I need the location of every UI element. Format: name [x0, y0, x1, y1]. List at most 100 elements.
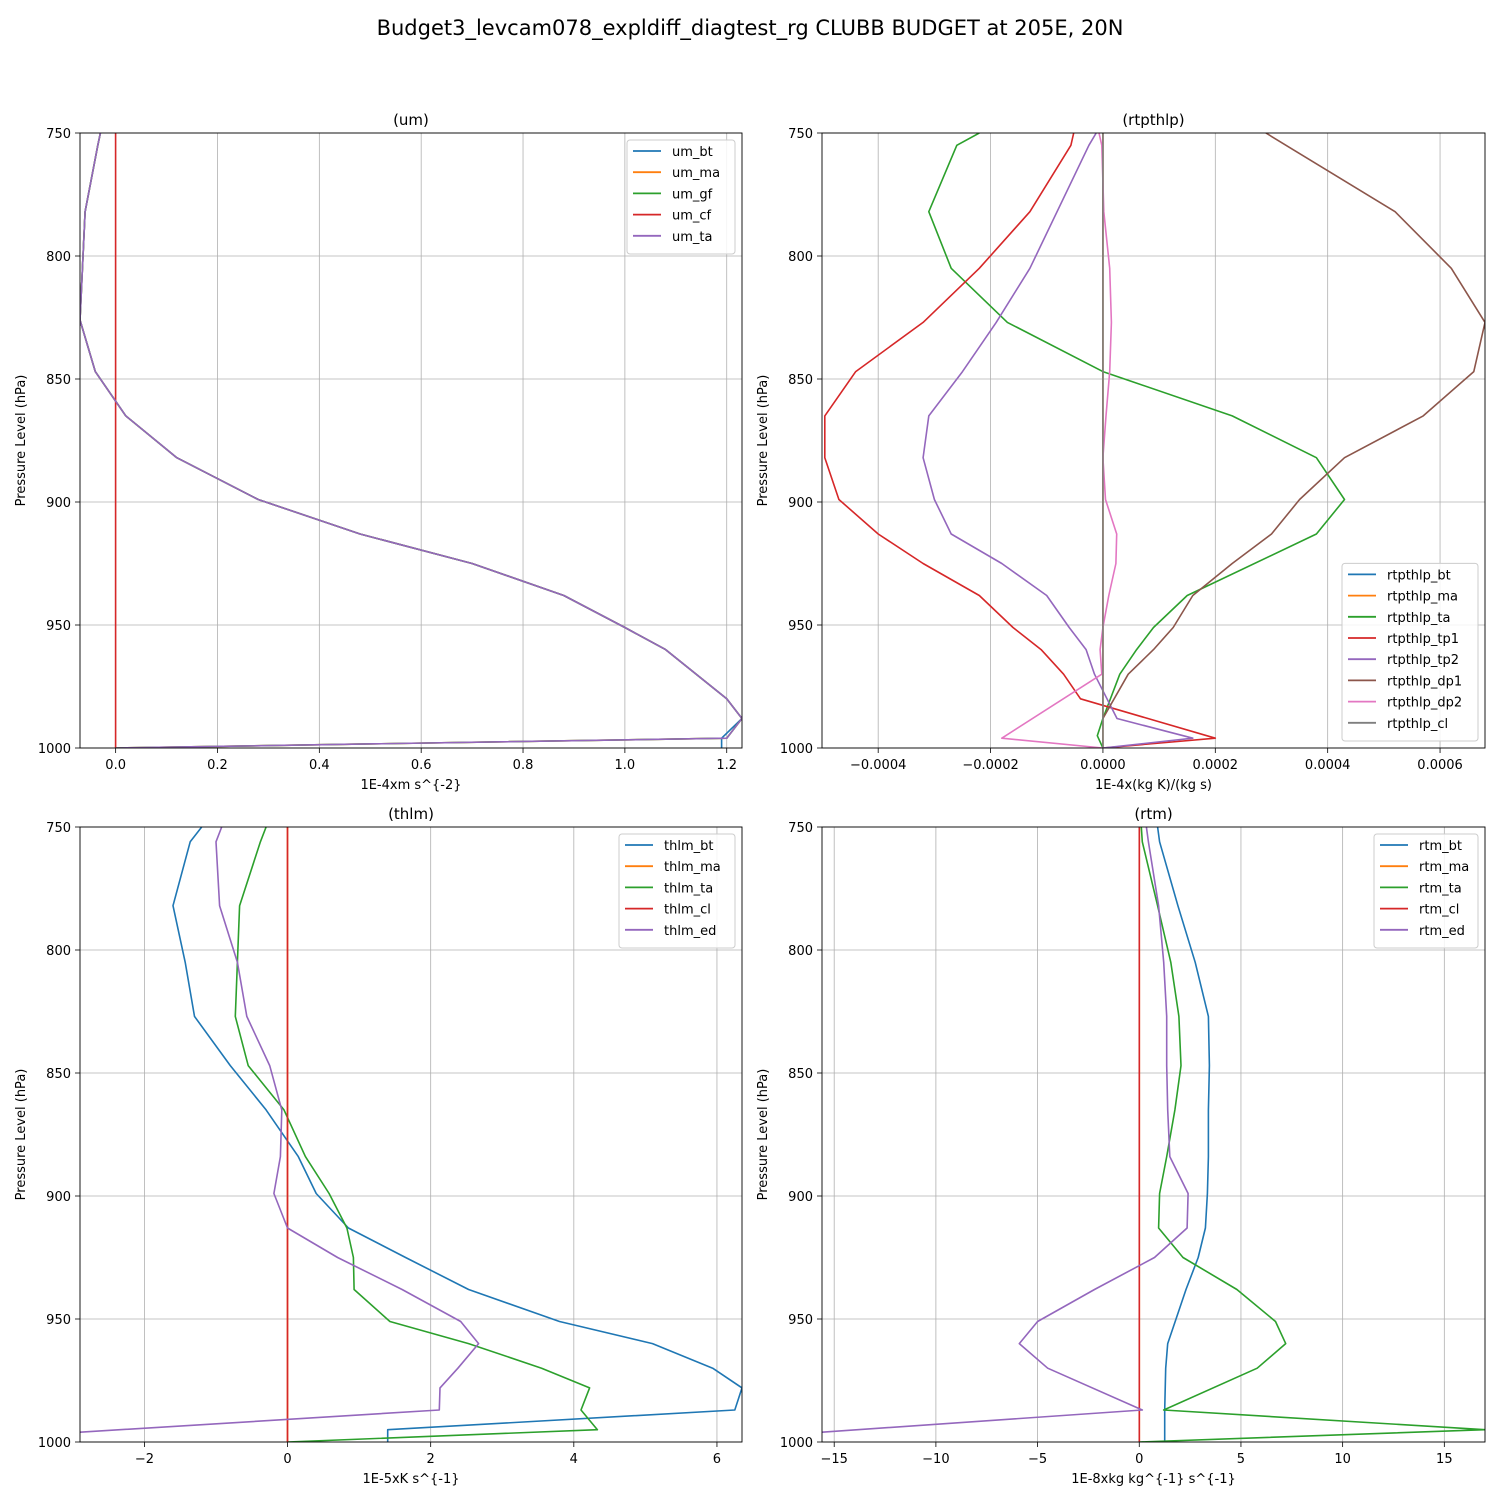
- legend-entry: thlm_ta: [664, 881, 713, 896]
- y-tick-label: 850: [788, 1067, 813, 1082]
- x-tick-label: 1.2: [716, 758, 737, 773]
- series-line-rtpthlp_dp2: [1000, 133, 1118, 748]
- y-tick-label: 950: [788, 1313, 813, 1328]
- y-tick-label: 1000: [780, 1436, 813, 1451]
- x-tick-label: 5: [1237, 1452, 1245, 1467]
- legend-box: [626, 139, 736, 255]
- legend: thlm_bt thlm_ma thlm_ta thlm_cl thlm_ed: [618, 833, 736, 949]
- x-tick-label: 0.8: [513, 758, 534, 773]
- axes-frame: [821, 826, 1486, 1443]
- x-tick-label: 0: [1135, 1452, 1143, 1467]
- series-line-rtm_ta: [1139, 827, 1485, 1442]
- series-group: [822, 827, 1485, 1442]
- x-tick-label: 4: [570, 1452, 578, 1467]
- y-tick-label: 750: [46, 821, 71, 836]
- series-group: [80, 827, 742, 1442]
- series-line-rtpthlp_dp1: [1102, 133, 1485, 719]
- series-line-thlm_bt: [172, 827, 742, 1442]
- subplot-0: 0.0 0.2 0.4 0.6 0.8 1.0 1.2 750 800 850 900 950 1000…: [14, 111, 743, 793]
- x-tick-label: −5: [1028, 1452, 1047, 1467]
- subplot-title: (um): [393, 111, 429, 129]
- y-tick-label: 800: [788, 250, 813, 265]
- series-group: [80, 133, 742, 748]
- x-tick-label: −10: [922, 1452, 949, 1467]
- y-tick-label: 800: [788, 944, 813, 959]
- figure-title: Budget3_levcam078_expldiff_diagtest_rg C…: [376, 16, 1124, 40]
- axes-frame: [79, 132, 743, 749]
- x-tick-label: 0.0006: [1417, 758, 1463, 773]
- x-tick-label: −2: [135, 1452, 154, 1467]
- subplot-title: (rtpthlp): [1122, 111, 1184, 129]
- y-tick-label: 950: [788, 619, 813, 634]
- y-axis-label: Pressure Level (hPa): [756, 1069, 771, 1201]
- x-axis-label: 1E-5xK s^{-1}: [363, 1472, 460, 1487]
- legend-entry: um_ma: [672, 166, 720, 181]
- legend-entry: rtm_ed: [1419, 924, 1465, 939]
- legend: um_bt um_ma um_gf um_cf um_ta: [626, 139, 736, 255]
- x-tick-label: 0.0: [105, 758, 126, 773]
- legend-entry: rtpthlp_ta: [1387, 611, 1450, 626]
- series-line-rtpthlp_tp1: [823, 133, 1217, 748]
- y-axis-label: Pressure Level (hPa): [14, 375, 29, 507]
- y-tick-label: 750: [46, 127, 71, 142]
- y-axis-label: Pressure Level (hPa): [14, 1069, 29, 1201]
- y-tick-label: 1000: [38, 1436, 71, 1451]
- y-tick-label: 750: [788, 821, 813, 836]
- legend-box: [1373, 833, 1479, 949]
- x-tick-label: 0.4: [309, 758, 330, 773]
- legend-entry: um_ta: [672, 230, 712, 245]
- x-tick-label: 0: [283, 1452, 291, 1467]
- series-line-thlm_ta: [234, 827, 599, 1442]
- legend-entry: thlm_bt: [664, 839, 713, 854]
- series-line-rtpthlp_ta: [927, 133, 1346, 748]
- y-tick-label: 950: [46, 1313, 71, 1328]
- legend-entry: rtpthlp_cl: [1387, 717, 1448, 732]
- x-tick-label: 0.6: [411, 758, 432, 773]
- series-group: [823, 133, 1485, 748]
- x-tick-label: 1.0: [615, 758, 636, 773]
- y-tick-label: 750: [788, 127, 813, 142]
- x-tick-label: 0.0000: [1080, 758, 1126, 773]
- x-tick-label: 15: [1436, 1452, 1453, 1467]
- legend-entry: um_gf: [672, 187, 713, 202]
- x-axis-label: 1E-8xkg kg^{-1} s^{-1}: [1071, 1472, 1236, 1487]
- x-tick-label: −0.0004: [850, 758, 906, 773]
- y-tick-label: 1000: [38, 742, 71, 757]
- legend-entry: rtpthlp_dp2: [1387, 696, 1462, 711]
- series-line-rtm_ed: [822, 827, 1189, 1433]
- y-tick-label: 900: [788, 496, 813, 511]
- subplot-1: −0.0004 −0.0002 0.0000 0.0002 0.0004 0.0006 75…: [756, 111, 1486, 793]
- y-tick-label: 800: [46, 944, 71, 959]
- legend-entry: um_cf: [672, 209, 712, 224]
- legend-entry: rtpthlp_tp1: [1387, 632, 1459, 647]
- y-tick-label: 850: [46, 1067, 71, 1082]
- y-tick-label: 950: [46, 619, 71, 634]
- legend-entry: rtpthlp_tp2: [1387, 653, 1459, 668]
- x-tick-label: 0.2: [207, 758, 228, 773]
- series-line-thlm_ed: [80, 827, 480, 1433]
- y-tick-label: 850: [46, 373, 71, 388]
- subplot-3: −15 −10 −5 0 5 10 15 750 800 850 900 950 1000 (rtm) 1E…: [756, 805, 1486, 1487]
- x-axis-label: 1E-4xm s^{-2}: [360, 778, 461, 793]
- y-tick-label: 850: [788, 373, 813, 388]
- legend-entry: um_bt: [672, 145, 713, 160]
- subplot-title: (rtm): [1134, 805, 1172, 823]
- series-line-um_ta: [80, 133, 742, 748]
- legend-entry: rtpthlp_dp1: [1387, 674, 1462, 689]
- legend: rtm_bt rtm_ma rtm_ta rtm_cl rtm_ed: [1373, 833, 1479, 949]
- x-tick-label: 0.0002: [1193, 758, 1239, 773]
- legend-entry: rtpthlp_ma: [1387, 590, 1458, 605]
- legend-entry: rtm_ta: [1419, 881, 1462, 896]
- y-tick-label: 900: [46, 1190, 71, 1205]
- x-tick-label: 10: [1334, 1452, 1351, 1467]
- x-tick-label: 2: [427, 1452, 435, 1467]
- legend-entry: rtpthlp_bt: [1387, 568, 1451, 583]
- y-tick-label: 800: [46, 250, 71, 265]
- x-tick-label: 6: [713, 1452, 721, 1467]
- y-tick-label: 900: [46, 496, 71, 511]
- legend: rtpthlp_bt rtpthlp_ma rtpthlp_ta rtpthlp_tp…: [1341, 562, 1479, 742]
- legend-entry: thlm_cl: [664, 903, 711, 918]
- legend-entry: rtm_cl: [1419, 903, 1459, 918]
- legend-entry: rtm_ma: [1419, 860, 1469, 875]
- subplot-2: −2 0 2 4 6 750 800 850 900 950 1000 (thlm) 1E-5xK s^…: [14, 805, 743, 1487]
